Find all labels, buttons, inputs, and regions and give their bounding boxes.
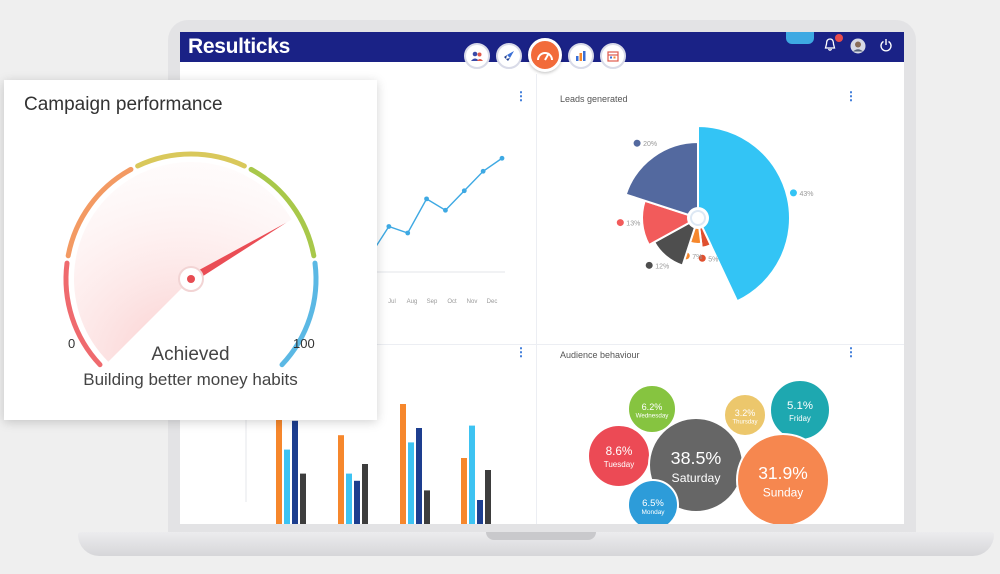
bar [416, 428, 422, 524]
gauge-arc-segment [65, 166, 134, 259]
bubble-value: 38.5% [671, 448, 722, 468]
line-x-tick: Nov [467, 299, 478, 305]
laptop-notch [486, 532, 596, 540]
bubble-day: Sunday [763, 486, 804, 500]
rocket-icon[interactable] [496, 43, 522, 69]
notification-icon[interactable] [822, 34, 843, 54]
campaign-performance-card: Campaign performance 0 100 Achieved Buil… [4, 80, 377, 420]
line-x-tick: Sep [427, 299, 438, 305]
bubble [627, 479, 679, 524]
bar [477, 500, 483, 524]
line-series [369, 157, 503, 257]
gauge-needle [188, 222, 287, 283]
line-x-tick: Aug [407, 299, 418, 305]
bar [485, 470, 491, 524]
gauge-subtitle: Building better money habits [83, 370, 298, 389]
bubble-day: Tuesday [604, 460, 635, 469]
pie-legend-dot [698, 254, 706, 262]
line-x-tick: Jul [388, 299, 396, 305]
pie-center-ring [690, 210, 706, 226]
bar [300, 473, 306, 524]
bubble [627, 384, 677, 434]
bar [424, 490, 430, 524]
bubble-value: 6.2% [642, 402, 663, 412]
line-x-tick: Dec [487, 299, 498, 305]
bubble-value: 3.2% [735, 408, 756, 418]
panel-divider-horizontal [180, 344, 904, 345]
line-point [499, 155, 505, 161]
bar [400, 404, 406, 524]
bubble-day: Friday [789, 414, 811, 423]
calendar-icon[interactable] [600, 43, 626, 69]
bar-chart-icon[interactable] [568, 43, 594, 69]
gauge-arc-segment [248, 166, 317, 259]
gauge-chart [63, 151, 319, 368]
bar [408, 442, 414, 524]
gauge-max-label: 100 [293, 336, 315, 351]
pie-label: 13% [626, 221, 640, 228]
app-logo[interactable]: Resulticks [188, 35, 291, 58]
bubble-value: 8.6% [606, 445, 633, 458]
bar [338, 435, 344, 524]
line-point [461, 188, 467, 194]
bar [461, 458, 467, 524]
bar [292, 420, 298, 524]
top-bar: Resulticks [180, 32, 904, 62]
gauge-arc-segment [135, 151, 247, 169]
bubble-value: 6.5% [642, 498, 664, 509]
gauge-icon[interactable] [528, 38, 562, 72]
bar [346, 473, 352, 524]
dashboard-charts: Jul Aug Sep Oct Nov Dec 43% 5% 7% 12% 13% 20% 6.2%We… [245, 124, 831, 524]
line-point [405, 230, 411, 236]
line-point [443, 207, 448, 213]
bubble-day: Thursday [732, 420, 757, 426]
pie-label: 5% [708, 256, 718, 263]
pie-label: 7% [692, 254, 702, 261]
gauge-fill [74, 162, 292, 362]
bubble [723, 393, 767, 437]
pie-legend-dot [616, 219, 624, 227]
power-icon[interactable] [878, 38, 894, 54]
panel-divider-vertical [536, 74, 537, 524]
gauge-min-label: 0 [68, 336, 76, 351]
pie-label: 20% [643, 141, 657, 148]
bubble-day: Saturday [672, 471, 722, 485]
gauge-arc-segment [279, 260, 319, 368]
pie-label: 43% [799, 191, 813, 198]
module-nav [464, 38, 626, 72]
pie-legend-dot [633, 139, 641, 147]
bar [362, 464, 368, 524]
pie-legend-dot [789, 189, 797, 197]
bar [276, 416, 282, 524]
avatar[interactable] [850, 38, 866, 54]
gauge-arc-segment [63, 260, 103, 368]
bar [469, 425, 475, 524]
bar [354, 480, 360, 524]
audience-icon[interactable] [464, 43, 490, 69]
bubble-value: 31.9% [758, 463, 808, 483]
card-title: Campaign performance [24, 94, 223, 115]
line-x-tick: Oct [447, 299, 457, 305]
pie-slice [697, 124, 791, 303]
bar [284, 449, 290, 524]
status-tag [786, 32, 814, 44]
line-point [480, 168, 486, 174]
bubble-value: 5.1% [787, 400, 813, 412]
bubble [736, 433, 830, 524]
line-point [386, 224, 392, 229]
pie-label: 12% [655, 263, 669, 270]
gauge-status: Achieved [151, 344, 230, 365]
pie-slice [624, 140, 699, 220]
bubble-day: Monday [641, 509, 665, 516]
audience-panel-title: Audience behaviour [560, 350, 640, 360]
pie-legend-dot [645, 261, 653, 269]
leads-panel-title: Leads generated [560, 94, 628, 104]
line-point [424, 196, 429, 202]
gauge-hub-dot [187, 275, 195, 283]
bubble-day: Wednesday [636, 413, 670, 420]
